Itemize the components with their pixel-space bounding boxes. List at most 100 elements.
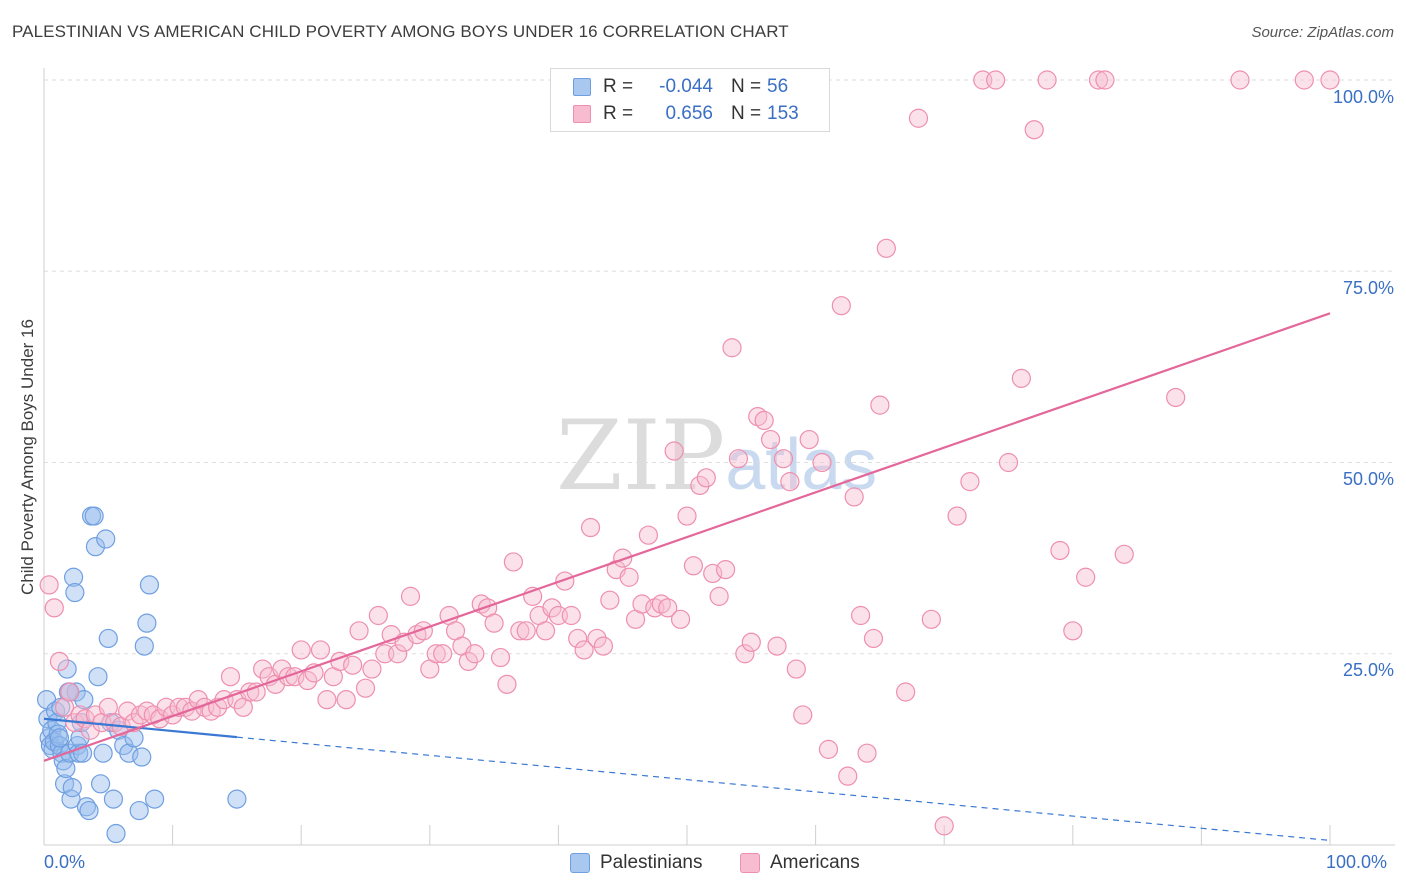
palestinians-point (129, 800, 149, 821)
americans-point (484, 613, 504, 633)
americans-point (638, 525, 659, 545)
americans-point (182, 701, 202, 721)
y-tick-label-50: 50.0% (1342, 469, 1394, 489)
palestinians-point (90, 774, 111, 794)
americans-point (568, 628, 588, 649)
palestinians-point (132, 747, 152, 767)
americans-point (542, 598, 562, 618)
americans-point (317, 690, 337, 710)
palestinians-point (106, 823, 126, 844)
watermark-zip: ZIP (556, 400, 726, 512)
americans-point (44, 598, 64, 618)
americans-point (934, 816, 954, 836)
americans-point (587, 628, 607, 649)
palestinians-point (79, 800, 99, 821)
source-label: Source: ZipAtlas.com (1251, 24, 1394, 41)
americans-point (876, 238, 896, 258)
palestinians-point (139, 575, 160, 595)
americans-point (857, 743, 877, 763)
americans-point (998, 452, 1019, 473)
palestinians-point (88, 667, 108, 687)
legend-n-label: N = (731, 103, 762, 124)
americans-point (1037, 70, 1057, 90)
americans-point (818, 739, 839, 759)
americans-point (220, 667, 241, 687)
americans-point (670, 609, 691, 629)
americans-point (947, 506, 967, 526)
americans-point (490, 647, 511, 668)
legend-row-palestinians: R = -0.044 N = 56 (573, 74, 788, 100)
watermark: ZIPatlas (556, 400, 877, 512)
americans-point (1294, 70, 1314, 90)
palestinians-point (103, 789, 124, 809)
americans-point (1166, 387, 1186, 408)
palestinians-point (93, 743, 113, 763)
americans-point (728, 449, 749, 469)
americans-point (664, 441, 684, 461)
americans-point (70, 705, 90, 725)
correlation-legend: R = -0.044 N = 56 R = 0.656 N = 153 (550, 68, 830, 132)
americans-point (812, 452, 832, 473)
americans-point (39, 575, 59, 595)
americans-point (831, 296, 851, 316)
americans-point (593, 636, 614, 656)
americans-point (1095, 70, 1115, 90)
americans-point (986, 70, 1006, 90)
americans-point (703, 563, 723, 584)
americans-point (516, 621, 536, 641)
y-tick-label-75: 75.0% (1342, 278, 1394, 298)
americans-point (709, 586, 729, 606)
americans-point (188, 690, 208, 710)
americans-point (362, 659, 382, 679)
americans-point (735, 644, 755, 664)
americans-point (863, 628, 884, 649)
series-label-americans: Americans (770, 852, 860, 873)
americans-point (60, 682, 80, 702)
americans-point (696, 468, 716, 488)
americans-point (503, 552, 523, 572)
x-tick-label-min: 0.0% (44, 852, 86, 872)
americans-point (760, 429, 781, 450)
americans-point (1063, 621, 1083, 641)
palestinians-point (96, 529, 116, 549)
americans-point (400, 586, 421, 606)
americans-trend-line (43, 312, 1331, 762)
americans-point (773, 449, 794, 469)
americans-point (355, 678, 376, 698)
americans-point (253, 659, 273, 679)
palestinians-point (85, 537, 106, 557)
palestinians-point (144, 789, 165, 809)
legend-swatch-americans (573, 105, 591, 123)
americans-point (349, 621, 369, 641)
watermark-atlas: atlas (725, 425, 878, 505)
americans-point (336, 690, 356, 710)
series-legend-palestinians[interactable]: Palestinians (570, 852, 702, 874)
americans-point (658, 598, 678, 618)
americans-point (388, 644, 408, 664)
americans-point (426, 644, 446, 664)
americans-point (619, 567, 639, 587)
americans-point (1320, 70, 1340, 90)
americans-point (677, 506, 697, 526)
americans-point (117, 701, 138, 721)
americans-point (54, 697, 75, 717)
palestinians-point (62, 778, 82, 798)
americans-point (510, 621, 530, 641)
americans-point (715, 559, 736, 580)
legend-swatch-palestinians (573, 78, 591, 96)
palestinians-point (137, 613, 157, 633)
americans-point (767, 636, 787, 656)
series-swatch-americans (740, 853, 760, 873)
americans-point (1088, 70, 1109, 90)
palestinians-point (119, 743, 139, 763)
legend-n-value: 153 (767, 103, 799, 124)
americans-point (580, 517, 601, 538)
palestinians-point (49, 728, 70, 748)
americans-point (786, 659, 806, 679)
americans-point (465, 644, 485, 664)
americans-point (1011, 368, 1031, 388)
series-legend-americans[interactable]: Americans (740, 852, 860, 874)
americans-point (310, 640, 331, 660)
palestinians-point (84, 506, 104, 526)
